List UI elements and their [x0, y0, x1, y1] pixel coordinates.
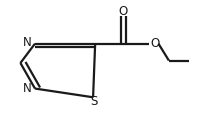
Text: O: O	[150, 37, 160, 50]
Text: N: N	[23, 82, 31, 95]
Text: N: N	[23, 36, 31, 49]
Text: S: S	[90, 94, 98, 107]
Text: O: O	[119, 5, 128, 18]
